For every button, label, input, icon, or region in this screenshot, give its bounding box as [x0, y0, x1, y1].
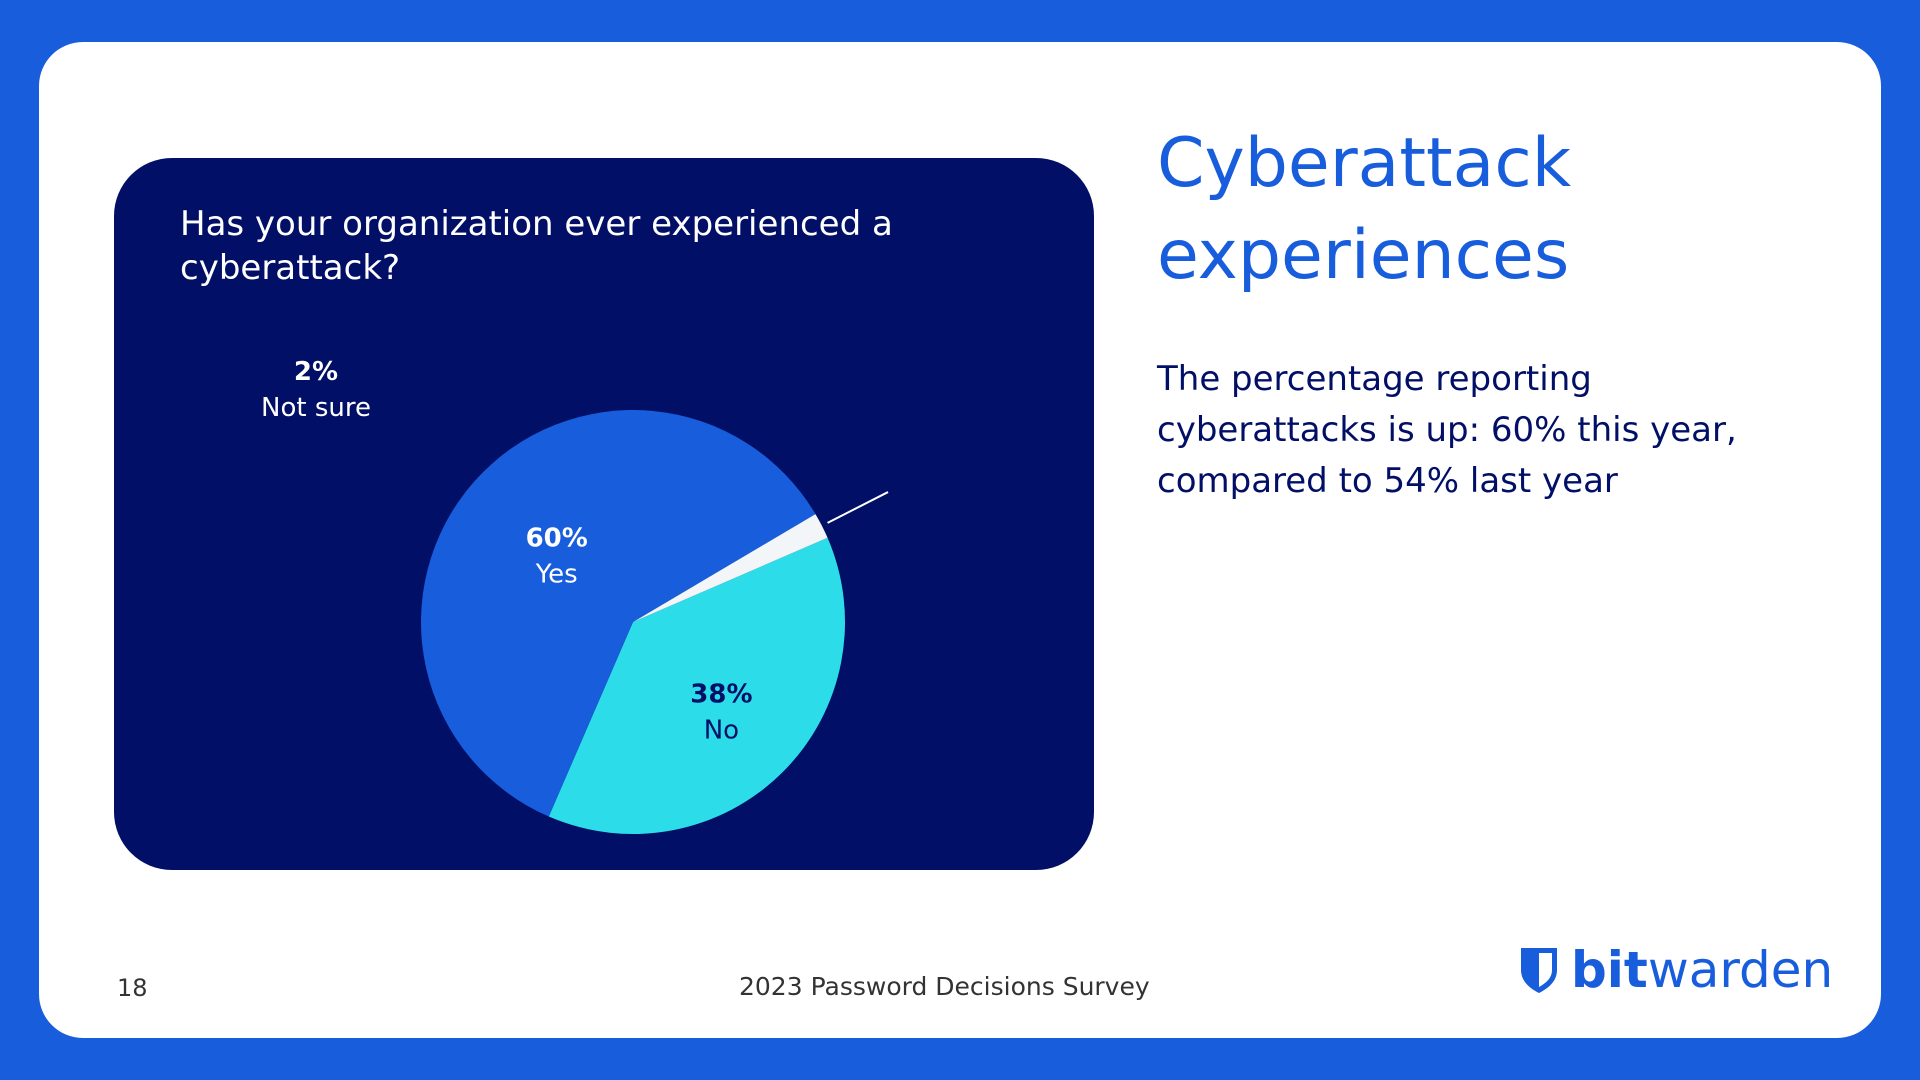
brand-wordmark-light: warden — [1647, 941, 1834, 999]
leader-line-not-sure — [827, 491, 889, 524]
pie-slice-no — [548, 537, 845, 834]
brand-logo: bitwarden — [1519, 942, 1833, 998]
shield-icon — [1521, 948, 1557, 993]
data-label-not-sure-category: Not sure — [261, 393, 371, 423]
data-label-no-category: No — [704, 715, 739, 745]
pie-slice-not-sure — [633, 514, 828, 622]
footer-title: 2023 Password Decisions Survey — [739, 972, 1150, 1001]
data-label-not-sure-value: 2% — [294, 357, 338, 387]
page-title-line-1: Cyberattack — [1157, 124, 1572, 203]
summary-text: The percentage reporting cyberattacks is… — [1157, 359, 1737, 501]
brand-wordmark: bitwarden — [1571, 942, 1833, 998]
data-label-no-value: 38% — [690, 679, 752, 709]
page-number: 18 — [117, 974, 148, 1002]
slide: Has your organization ever experienced a… — [39, 42, 1881, 1038]
page-title: Cyberattack experiences — [1157, 118, 1571, 302]
data-label-yes-value: 60% — [526, 524, 588, 554]
brand-wordmark-bold: bit — [1571, 941, 1648, 999]
page-title-line-2: experiences — [1157, 216, 1570, 295]
chart-title: Has your organization ever experienced a… — [180, 204, 893, 288]
data-label-yes-category: Yes — [535, 560, 578, 590]
pie-chart: 38% No 60% Yes 2% Not sure — [261, 357, 889, 834]
chart-card: Has your organization ever experienced a… — [114, 158, 1094, 870]
pie-slice-yes — [421, 409, 816, 817]
